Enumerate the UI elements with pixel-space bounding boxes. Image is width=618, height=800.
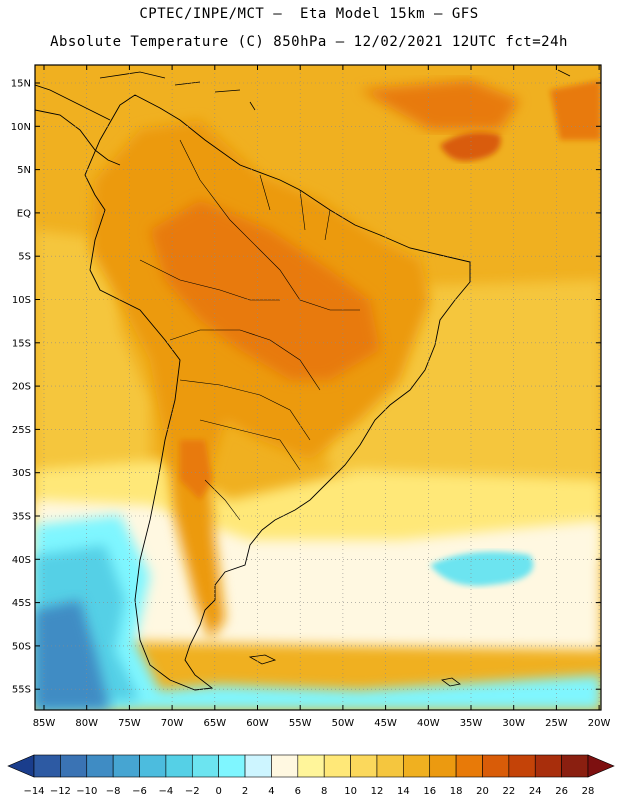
colorbar-swatch bbox=[33, 754, 61, 778]
field-hot-andes bbox=[180, 440, 212, 500]
field-cool-band bbox=[35, 500, 601, 650]
coastline-central-america bbox=[35, 84, 121, 166]
colorbar-label: −2 bbox=[185, 786, 200, 797]
colorbar-label: 26 bbox=[555, 786, 568, 797]
lon-label: 20W bbox=[588, 718, 611, 729]
colorbar-label: 14 bbox=[397, 786, 410, 797]
colorbar-label: −12 bbox=[50, 786, 71, 797]
colorbar-label: −8 bbox=[106, 786, 121, 797]
temperature-field bbox=[35, 65, 601, 710]
field-mild-pacific bbox=[35, 230, 150, 500]
colorbar-label: −10 bbox=[76, 786, 97, 797]
color-bar bbox=[7, 754, 615, 778]
coastline-falklands bbox=[248, 654, 277, 665]
colorbar-swatch bbox=[561, 754, 589, 778]
lat-label: 5N bbox=[17, 165, 31, 176]
lon-label: 85W bbox=[33, 718, 56, 729]
colorbar-swatch bbox=[350, 754, 378, 778]
lon-label: 60W bbox=[246, 718, 269, 729]
colorbar-label: 10 bbox=[344, 786, 357, 797]
colorbar-swatch bbox=[60, 754, 88, 778]
lat-label: 45S bbox=[12, 598, 31, 609]
coastline-south-georgia bbox=[441, 677, 461, 687]
colorbar-label: 28 bbox=[582, 786, 595, 797]
lon-label: 65W bbox=[203, 718, 226, 729]
lon-label: 80W bbox=[75, 718, 98, 729]
colorbar-swatch bbox=[271, 754, 299, 778]
colorbar-label: 20 bbox=[476, 786, 489, 797]
field-hot-caribbean bbox=[360, 80, 520, 130]
lon-label: 45W bbox=[374, 718, 397, 729]
colorbar-swatch bbox=[508, 754, 536, 778]
colorbar-label: 22 bbox=[502, 786, 515, 797]
lat-label: 50S bbox=[12, 641, 31, 652]
colorbar-arrow-left bbox=[7, 754, 35, 778]
colorbar-label: 18 bbox=[450, 786, 463, 797]
coastline-caribbean-islands bbox=[99, 69, 571, 111]
lat-label: 55S bbox=[12, 685, 31, 696]
field-hotter-core bbox=[150, 200, 380, 380]
chart-title-line2: Absolute Temperature (C) 850hPa — 12/02/… bbox=[50, 34, 568, 50]
colorbar-swatch bbox=[218, 754, 246, 778]
lat-label: 5S bbox=[18, 252, 31, 263]
colorbar-swatch bbox=[323, 754, 351, 778]
lon-label: 35W bbox=[460, 718, 483, 729]
field-cold-patch-atlantic bbox=[430, 551, 534, 586]
colorbar-arrow-right bbox=[587, 754, 615, 778]
chart-title-line1: CPTEC/INPE/MCT — Eta Model 15km — GFS bbox=[139, 6, 479, 22]
colorbar-label: 0 bbox=[215, 786, 221, 797]
lat-label: 35S bbox=[12, 512, 31, 523]
lat-label: 15N bbox=[11, 79, 31, 90]
map-frame bbox=[34, 64, 602, 711]
colorbar-label: 2 bbox=[242, 786, 248, 797]
colorbar-label: 8 bbox=[321, 786, 327, 797]
colorbar-swatch bbox=[403, 754, 431, 778]
colorbar-label: 6 bbox=[295, 786, 301, 797]
lat-label: EQ bbox=[17, 208, 31, 219]
colorbar-swatch bbox=[297, 754, 325, 778]
longitude-labels: 85W 80W 75W 70W 65W 60W 55W 50W 45W 40W 35W 30W 25W 2… bbox=[33, 718, 611, 729]
color-bar-labels: −14 −12 −10 −8 −6 −4 −2 0 2 4 6 8 10 12 14 16 18 20 22 24 26… bbox=[23, 786, 594, 797]
colorbar-label: −4 bbox=[159, 786, 174, 797]
colorbar-label: −14 bbox=[23, 786, 44, 797]
colorbar-label: 4 bbox=[268, 786, 274, 797]
lat-label: 20S bbox=[12, 382, 31, 393]
lon-label: 30W bbox=[502, 718, 525, 729]
coastline-south-america bbox=[84, 94, 471, 691]
colorbar-label: −6 bbox=[132, 786, 147, 797]
map-ticks bbox=[35, 65, 601, 710]
lon-label: 75W bbox=[118, 718, 141, 729]
colorbar-swatch bbox=[86, 754, 114, 778]
lat-label: 25S bbox=[12, 425, 31, 436]
lat-label: 40S bbox=[12, 555, 31, 566]
lat-label: 30S bbox=[12, 468, 31, 479]
lon-label: 50W bbox=[332, 718, 355, 729]
colorbar-swatch bbox=[165, 754, 193, 778]
colorbar-swatch bbox=[139, 754, 167, 778]
lon-label: 40W bbox=[417, 718, 440, 729]
colorbar-swatch bbox=[244, 754, 272, 778]
colorbar-swatch bbox=[455, 754, 483, 778]
colorbar-label: 24 bbox=[529, 786, 542, 797]
colorbar-swatch bbox=[191, 754, 219, 778]
lat-label: 15S bbox=[12, 338, 31, 349]
lat-label: 10N bbox=[11, 122, 31, 133]
lon-label: 55W bbox=[289, 718, 312, 729]
colorbar-swatch bbox=[112, 754, 140, 778]
lat-label: 10S bbox=[12, 295, 31, 306]
field-hot-atlantic-cell bbox=[440, 131, 501, 161]
country-borders bbox=[139, 139, 360, 521]
colorbar-label: 16 bbox=[423, 786, 436, 797]
colorbar-swatch bbox=[376, 754, 404, 778]
field-hot-ne-corner bbox=[550, 80, 601, 140]
colorbar-swatch bbox=[534, 754, 562, 778]
field-coldest-southwest bbox=[35, 600, 110, 710]
lon-label: 70W bbox=[161, 718, 184, 729]
latitude-labels: 15N 10N 5N EQ 5S 10S 15S 20S 25S 30S 35S 40S 45S 50S 5… bbox=[11, 79, 31, 696]
colorbar-swatch bbox=[429, 754, 457, 778]
lon-label: 25W bbox=[545, 718, 568, 729]
colorbar-swatch bbox=[482, 754, 510, 778]
colorbar-label: 12 bbox=[371, 786, 384, 797]
